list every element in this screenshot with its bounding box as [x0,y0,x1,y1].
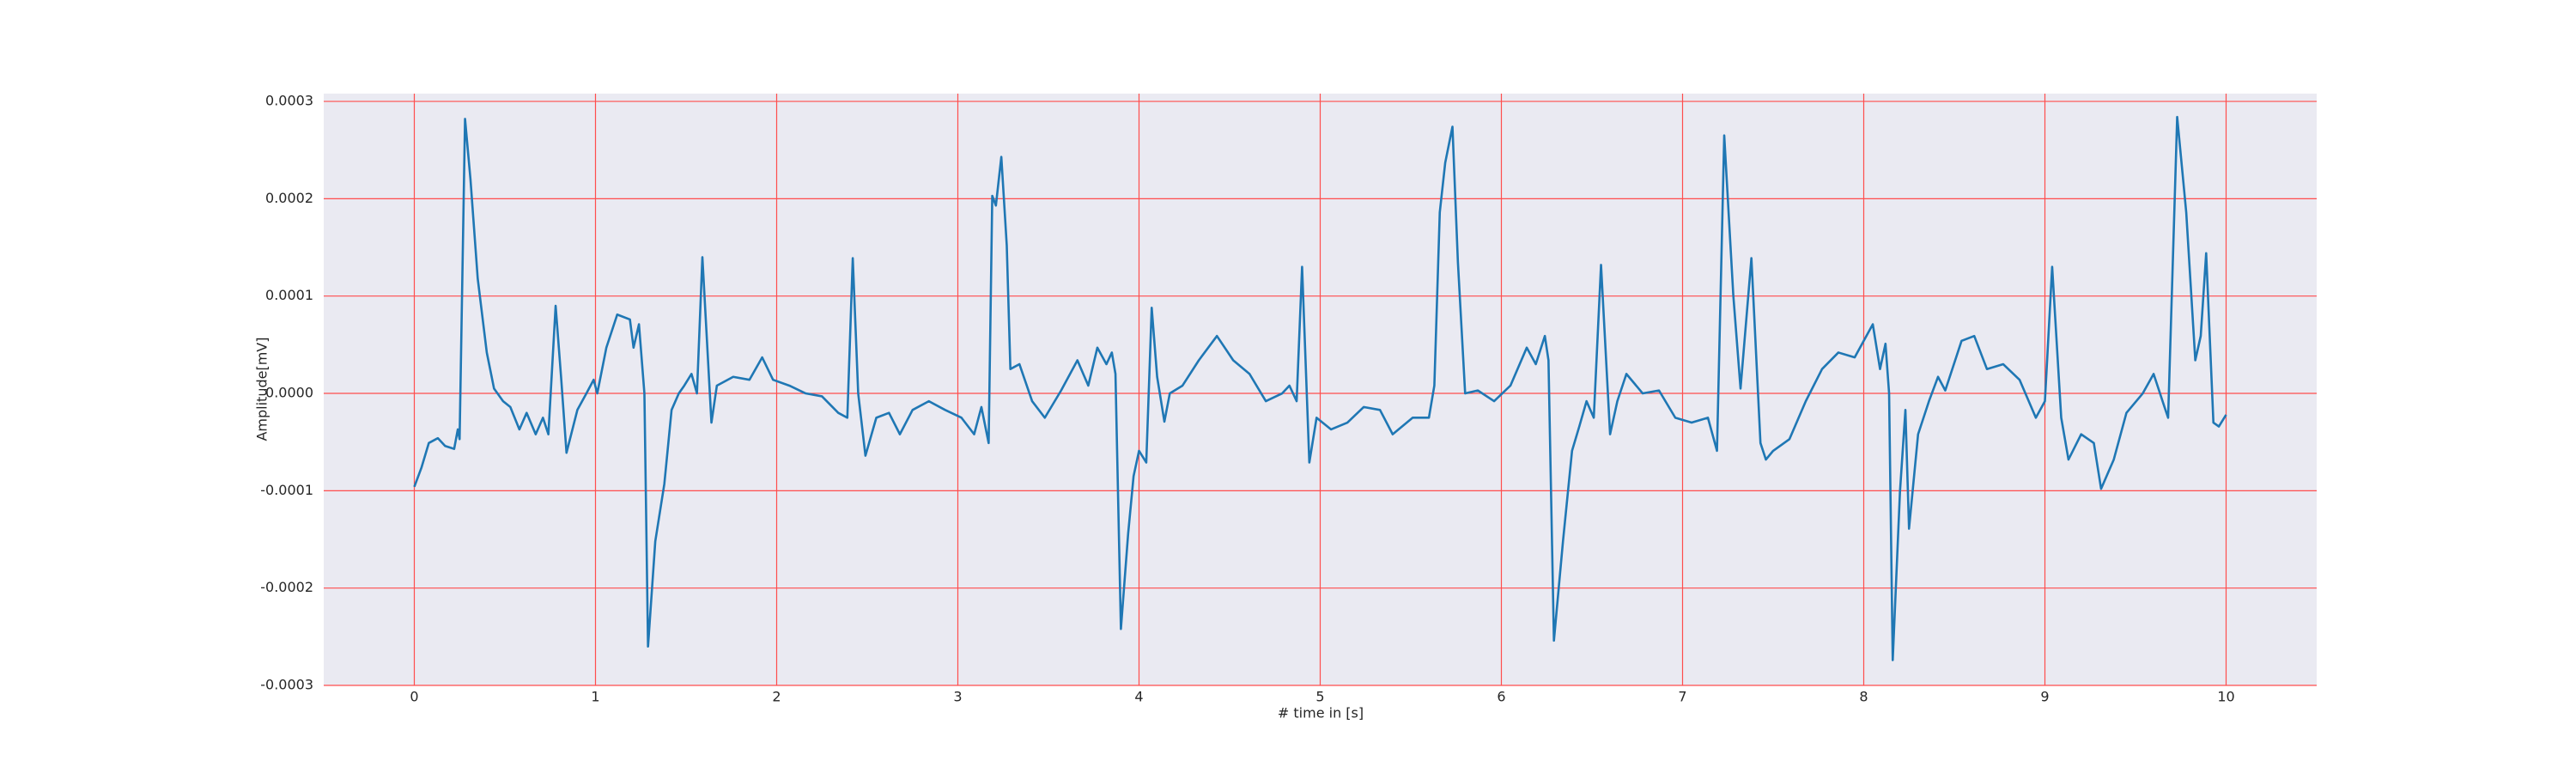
x-tick-label: 4 [1134,689,1143,705]
x-axis-label: # time in [s] [1278,705,1364,721]
y-tick-label: -0.0002 [260,579,313,595]
y-tick-label: 0.0002 [265,190,313,206]
signal-line [413,115,2227,661]
x-tick-label: 10 [2217,689,2234,705]
x-tick-label: 6 [1497,689,1505,705]
x-tick-label: 7 [1678,689,1686,705]
x-tick-label: 5 [1315,689,1324,705]
y-tick-label: -0.0001 [260,482,313,498]
y-tick-label: -0.0003 [260,677,313,693]
x-tick-label: 8 [1859,689,1868,705]
y-tick-label: 0.0003 [265,93,313,109]
x-tick-label: 1 [591,689,599,705]
y-tick-label: 0.0000 [265,385,313,401]
x-tick-label: 9 [2040,689,2049,705]
x-tick-label: 3 [953,689,962,705]
y-tick-label: 0.0001 [265,287,313,303]
y-axis-label: Amplitude[mV] [254,337,270,441]
x-tick-label: 0 [410,689,418,705]
x-tick-label: 2 [772,689,781,705]
